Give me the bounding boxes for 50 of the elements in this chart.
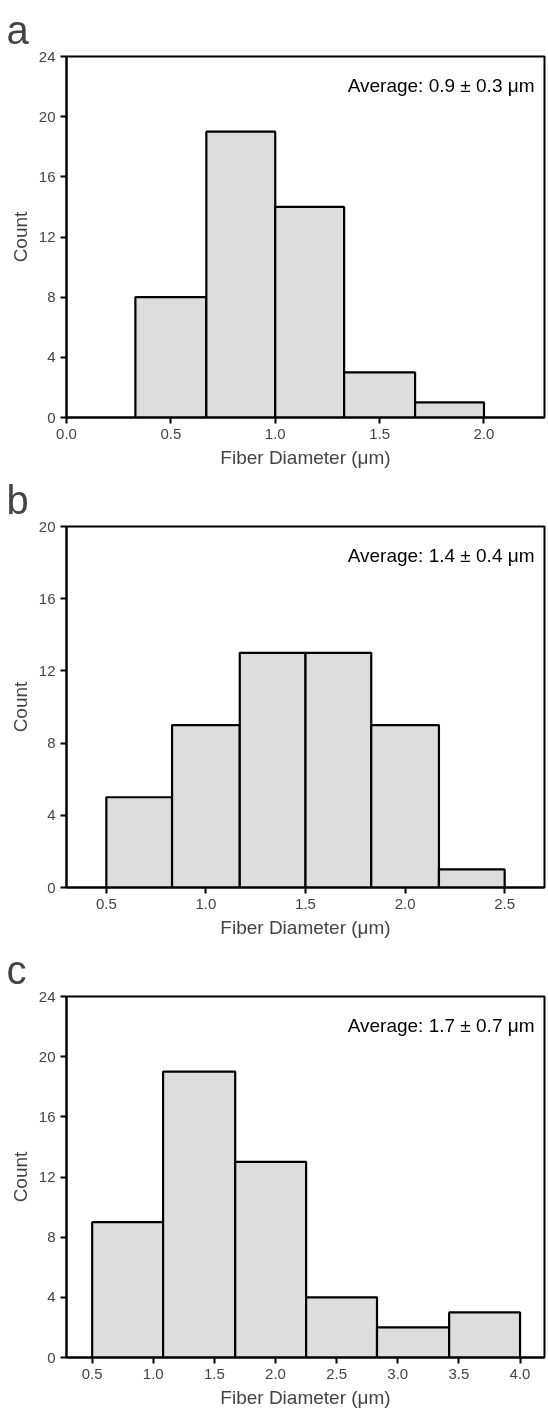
y-tick-label: 12 — [38, 228, 56, 245]
x-tick-label: 1.5 — [369, 424, 391, 442]
x-tick-label: 1.0 — [195, 894, 217, 912]
x-tick-label: 2.5 — [494, 894, 516, 912]
x-axis-title: Fiber Diameter (μm) — [220, 446, 391, 468]
y-axis-title: Count — [9, 1150, 31, 1203]
y-tick-label: 16 — [38, 1107, 56, 1125]
y-axis-title: Count — [9, 680, 31, 733]
y-axis-title: Count — [9, 210, 31, 263]
x-tick-label: 3.0 — [387, 1364, 409, 1382]
y-tick-label: 8 — [47, 734, 56, 752]
y-tick-label: 4 — [47, 806, 56, 824]
y-tick-label: 24 — [38, 47, 56, 65]
y-tick-label: 20 — [38, 517, 56, 535]
x-tick-label: 1.5 — [204, 1364, 225, 1382]
y-tick-label: 0 — [47, 408, 56, 426]
annotation: Average: 0.9 ± 0.3 μm — [347, 74, 535, 96]
x-tick-label: 1.0 — [142, 1364, 164, 1382]
chart-title: b — [6, 477, 29, 522]
y-tick-label: 16 — [38, 589, 56, 607]
x-tick-label: 3.5 — [448, 1364, 470, 1382]
annotation: Average: 1.4 ± 0.4 μm — [347, 544, 535, 566]
annotation: Average: 1.7 ± 0.7 μm — [347, 1014, 535, 1036]
y-tick-label: 20 — [38, 1047, 56, 1065]
y-tick-label: 20 — [38, 107, 56, 125]
x-tick-label: 2.5 — [326, 1364, 348, 1382]
x-tick-label: 0.0 — [56, 424, 77, 442]
y-tick-label: 4 — [47, 1288, 56, 1306]
x-axis-title: Fiber Diameter (μm) — [220, 1386, 391, 1408]
x-tick-label: 4.0 — [509, 1364, 531, 1382]
y-tick-label: 12 — [38, 1168, 56, 1185]
x-tick-label: 0.5 — [95, 894, 117, 912]
y-tick-label: 0 — [47, 1348, 56, 1366]
x-tick-label: 2.0 — [394, 894, 416, 912]
y-tick-label: 0 — [47, 878, 56, 896]
y-tick-label: 24 — [38, 987, 56, 1005]
x-tick-label: 0.5 — [160, 424, 182, 442]
x-tick-label: 2.0 — [473, 424, 495, 442]
chart-title: a — [6, 7, 30, 52]
y-tick-label: 4 — [47, 348, 56, 366]
x-tick-label: 1.5 — [295, 894, 316, 912]
y-tick-label: 12 — [38, 661, 56, 679]
y-tick-label: 16 — [38, 167, 56, 185]
x-axis-title: Fiber Diameter (μm) — [220, 916, 391, 938]
y-tick-label: 8 — [47, 1228, 56, 1246]
y-tick-label: 8 — [47, 288, 56, 306]
x-tick-label: 1.0 — [264, 424, 286, 442]
x-tick-label: 0.5 — [81, 1364, 103, 1382]
chart-title: c — [6, 947, 27, 992]
x-tick-label: 2.0 — [265, 1364, 286, 1382]
